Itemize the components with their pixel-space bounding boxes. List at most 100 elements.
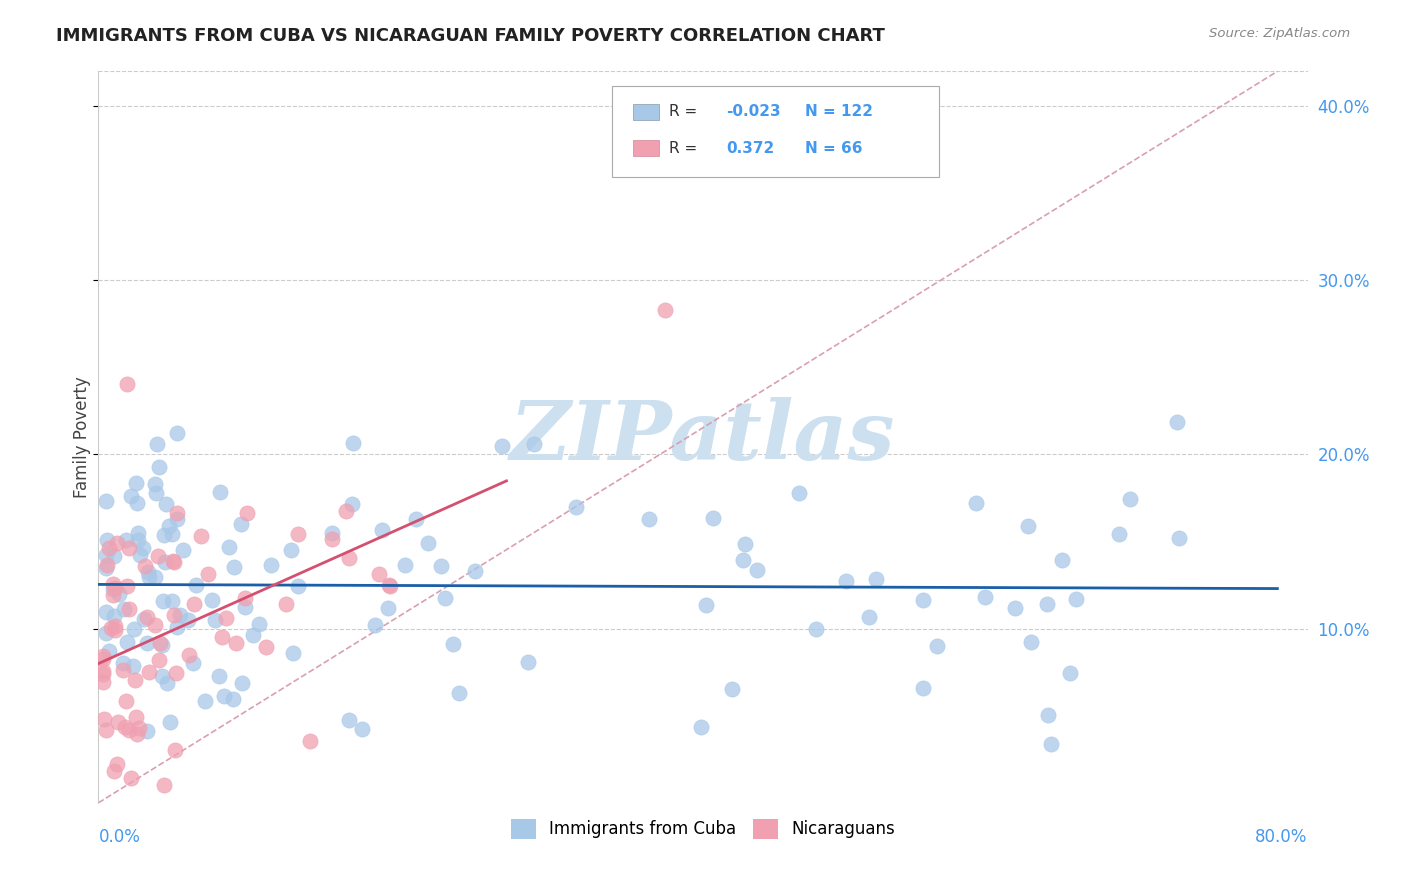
Point bbox=[340, 497, 363, 511]
Point bbox=[337, 713, 360, 727]
Point bbox=[1004, 601, 1026, 615]
Point bbox=[153, 555, 176, 569]
Text: 0.0%: 0.0% bbox=[98, 829, 141, 847]
Point bbox=[214, 690, 236, 704]
Point bbox=[91, 648, 114, 663]
Point bbox=[247, 616, 270, 631]
Point bbox=[280, 543, 302, 558]
Point bbox=[135, 724, 157, 739]
Point bbox=[94, 561, 117, 575]
Point bbox=[166, 507, 188, 521]
Point bbox=[125, 710, 148, 724]
Point bbox=[464, 564, 486, 578]
Point bbox=[804, 622, 827, 636]
Point bbox=[91, 652, 114, 666]
Point bbox=[93, 712, 115, 726]
Point bbox=[1066, 591, 1088, 606]
Point bbox=[153, 527, 176, 541]
Point bbox=[208, 668, 231, 682]
Point bbox=[321, 532, 343, 546]
Point bbox=[865, 573, 887, 587]
Point bbox=[163, 555, 186, 569]
Point bbox=[254, 640, 277, 655]
Point bbox=[124, 622, 146, 636]
Point bbox=[138, 665, 160, 679]
Point bbox=[690, 720, 713, 734]
Point bbox=[394, 558, 416, 572]
Point bbox=[1040, 737, 1063, 751]
Point bbox=[117, 602, 139, 616]
Point bbox=[321, 526, 343, 541]
Point bbox=[163, 607, 186, 622]
Point bbox=[127, 533, 149, 547]
Point bbox=[378, 578, 401, 592]
Point bbox=[1036, 708, 1059, 723]
Point bbox=[129, 548, 152, 562]
Point bbox=[120, 772, 142, 786]
Point bbox=[145, 486, 167, 500]
Text: N = 122: N = 122 bbox=[804, 104, 873, 120]
Text: N = 66: N = 66 bbox=[804, 141, 862, 156]
Point bbox=[370, 523, 392, 537]
Point bbox=[148, 653, 170, 667]
Point bbox=[96, 558, 118, 573]
Point bbox=[112, 602, 135, 616]
Point bbox=[858, 610, 880, 624]
Point bbox=[287, 527, 309, 541]
Point bbox=[160, 527, 183, 541]
Point bbox=[405, 512, 427, 526]
Point bbox=[135, 610, 157, 624]
Point bbox=[1108, 527, 1130, 541]
Point bbox=[136, 636, 159, 650]
Y-axis label: Family Poverty: Family Poverty bbox=[73, 376, 91, 498]
Point bbox=[231, 675, 253, 690]
Point bbox=[233, 600, 256, 615]
Point bbox=[166, 620, 188, 634]
Point bbox=[166, 425, 188, 440]
Point bbox=[211, 630, 233, 644]
Point bbox=[114, 720, 136, 734]
Point bbox=[136, 565, 159, 579]
Point bbox=[134, 558, 156, 573]
Point bbox=[91, 674, 114, 689]
Point bbox=[115, 377, 138, 392]
Point bbox=[654, 302, 676, 317]
Point bbox=[731, 553, 754, 567]
Point bbox=[215, 610, 238, 624]
Bar bbox=[633, 140, 659, 156]
Point bbox=[965, 496, 987, 510]
Point bbox=[1166, 415, 1188, 429]
Point bbox=[104, 623, 127, 637]
Point bbox=[1168, 531, 1191, 545]
Bar bbox=[633, 103, 659, 120]
Point bbox=[127, 726, 149, 740]
Point bbox=[350, 723, 373, 737]
Point bbox=[94, 625, 117, 640]
Point bbox=[148, 459, 170, 474]
Point bbox=[101, 577, 124, 591]
Text: ZIPatlas: ZIPatlas bbox=[510, 397, 896, 477]
Point bbox=[101, 588, 124, 602]
Point bbox=[96, 533, 118, 548]
Point bbox=[695, 598, 717, 612]
Point bbox=[143, 477, 166, 491]
Point bbox=[127, 496, 149, 510]
Point bbox=[190, 529, 212, 543]
Point bbox=[127, 525, 149, 540]
Point bbox=[974, 590, 997, 604]
Point bbox=[97, 644, 120, 658]
Point bbox=[104, 619, 127, 633]
Point bbox=[105, 756, 128, 771]
Point bbox=[184, 577, 207, 591]
Point bbox=[108, 586, 131, 600]
Point bbox=[165, 665, 187, 680]
Point bbox=[208, 484, 231, 499]
Point bbox=[702, 511, 724, 525]
Point bbox=[150, 638, 173, 652]
Point bbox=[911, 593, 934, 607]
Point bbox=[114, 694, 136, 708]
Point bbox=[157, 519, 180, 533]
Point bbox=[183, 656, 205, 670]
Point bbox=[222, 692, 245, 706]
Point bbox=[287, 579, 309, 593]
